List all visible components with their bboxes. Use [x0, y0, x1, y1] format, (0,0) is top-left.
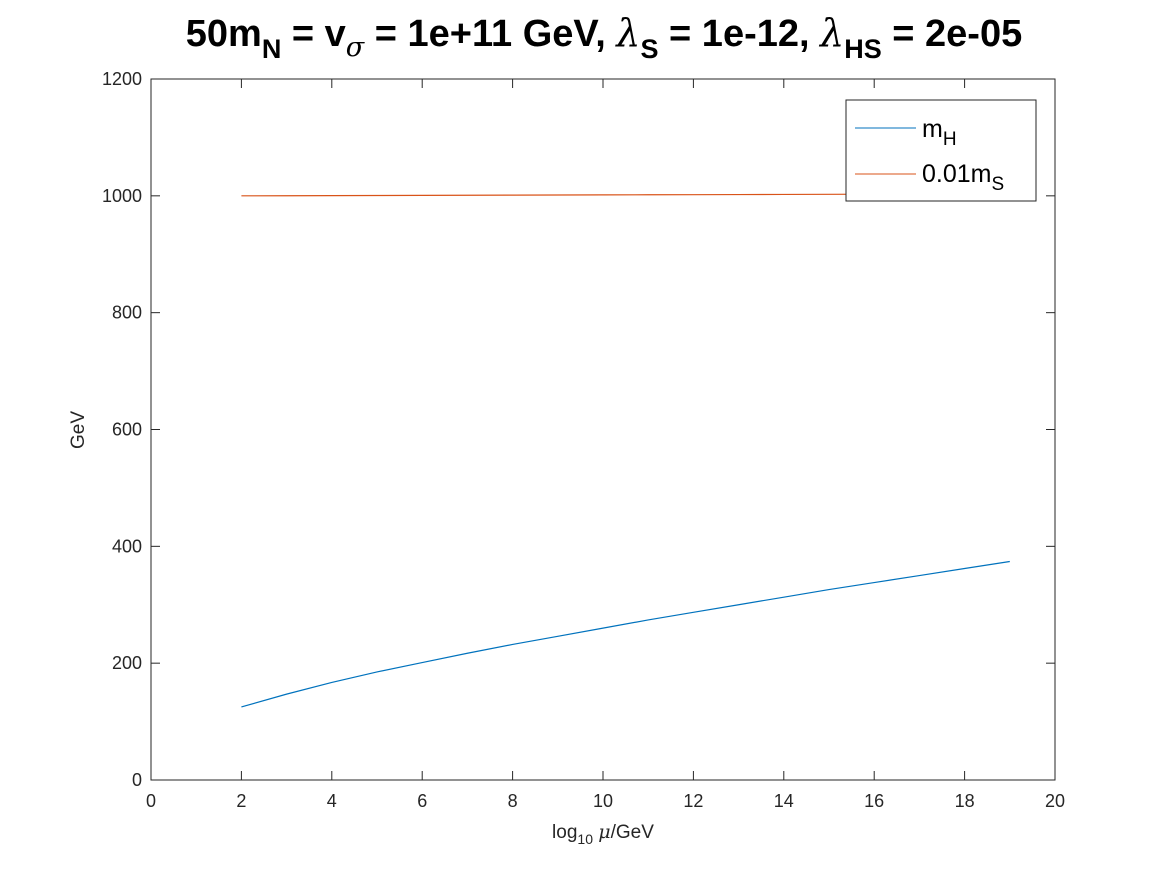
x-tick-label: 2: [236, 791, 246, 811]
y-tick-label: 1200: [102, 69, 142, 89]
x-tick-label: 6: [417, 791, 427, 811]
legend-label-ms: 0.01mS: [922, 160, 1004, 195]
y-tick-label: 600: [112, 420, 142, 440]
x-tick-label: 16: [864, 791, 884, 811]
title-sub-hs: HS: [844, 34, 882, 64]
x-tick-label: 14: [774, 791, 794, 811]
x-tick-label: 0: [146, 791, 156, 811]
x-tick-label: 18: [955, 791, 975, 811]
x-tick-label: 8: [508, 791, 518, 811]
legend-label-mh: mH: [922, 115, 957, 150]
y-tick-label: 400: [112, 536, 142, 556]
title-lambda2: λ: [818, 11, 844, 55]
title-sigma: σ: [346, 32, 366, 63]
x-tick-label: 4: [327, 791, 337, 811]
legend-box: [845, 99, 1037, 202]
title-lambda1: λ: [614, 11, 640, 55]
series-line-mH: [241, 560, 1010, 708]
y-tick-label: 200: [112, 653, 142, 673]
y-tick-label: 1000: [102, 186, 142, 206]
title-sub-n: N: [262, 34, 282, 64]
title-rest1: = 1e+11 GeV,: [364, 13, 616, 55]
chart-title: 50mN = vσ = 1e+11 GeV, λS = 1e-12, λHS =…: [186, 11, 1022, 64]
title-eq1: = v: [281, 13, 345, 55]
x-axis-label: log10 μ/GeV: [552, 821, 654, 847]
x-tick-label: 20: [1045, 791, 1065, 811]
y-axis-label: GeV: [68, 411, 89, 449]
title-sub-s: S: [640, 34, 658, 64]
title-rest3: = 2e-05: [882, 13, 1023, 55]
title-prefix: 50m: [186, 13, 262, 55]
x-tick-label: 10: [593, 791, 613, 811]
title-rest2: = 1e-12,: [659, 13, 821, 55]
x-tick-label: 12: [683, 791, 703, 811]
legend: mH 0.01mS: [845, 99, 1037, 202]
y-tick-label: 800: [112, 303, 142, 323]
y-tick-label: 0: [132, 770, 142, 790]
